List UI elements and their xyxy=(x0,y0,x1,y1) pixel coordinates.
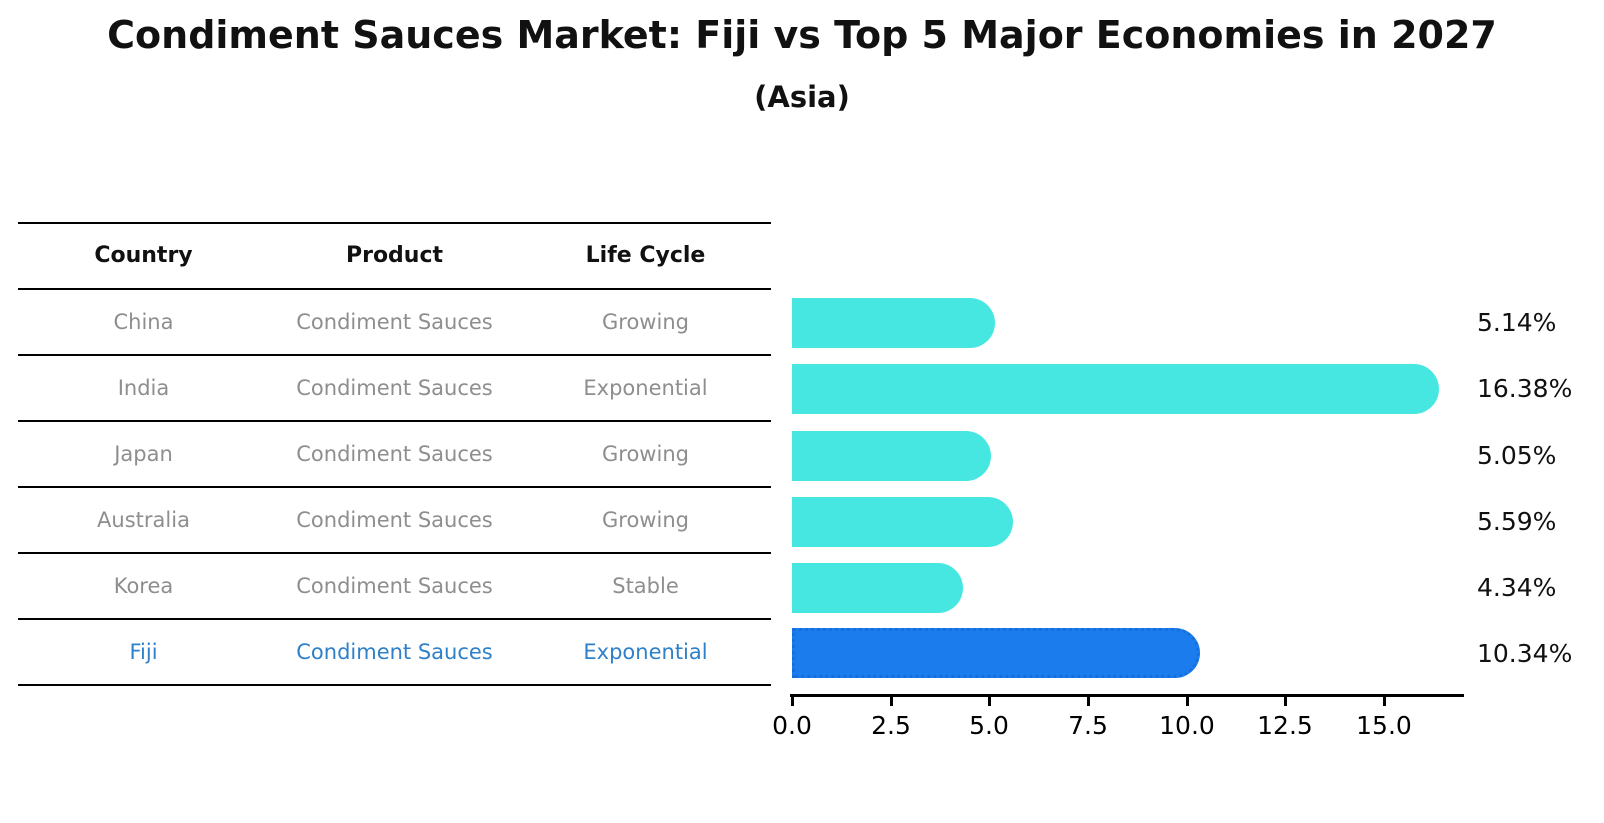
bar-fiji xyxy=(792,628,1201,678)
bar-korea xyxy=(792,563,964,613)
table-row: China Condiment Sauces Growing xyxy=(18,290,771,356)
table-row: Australia Condiment Sauces Growing xyxy=(18,488,771,554)
cell-life-cycle: Exponential xyxy=(583,376,708,400)
bar-australia xyxy=(792,497,1013,547)
value-label-japan: 5.05% xyxy=(1477,441,1557,470)
x-axis-tick xyxy=(988,697,991,706)
x-tick-label: 12.5 xyxy=(1257,711,1313,740)
cell-country: Korea xyxy=(113,574,174,598)
x-axis-tick xyxy=(890,697,893,706)
x-tick-label: 15.0 xyxy=(1356,711,1412,740)
x-axis-tick xyxy=(1383,697,1386,706)
table-header-row: Country Product Life Cycle xyxy=(18,222,771,290)
cell-product: Condiment Sauces xyxy=(296,574,493,598)
table-row: Korea Condiment Sauces Stable xyxy=(18,554,771,620)
value-label-korea: 4.34% xyxy=(1477,573,1557,602)
bar-china xyxy=(792,298,996,348)
country-table: Country Product Life Cycle China Condime… xyxy=(18,222,771,686)
column-header-life-cycle: Life Cycle xyxy=(585,243,706,268)
cell-life-cycle: Growing xyxy=(602,442,689,466)
value-label-india: 16.38% xyxy=(1477,374,1573,403)
cell-country: Japan xyxy=(114,442,173,466)
bar-india xyxy=(792,364,1439,414)
column-header-country: Country xyxy=(94,243,193,268)
cell-product: Condiment Sauces xyxy=(296,442,493,466)
x-tick-label: 5.0 xyxy=(969,711,1009,740)
cell-life-cycle: Exponential xyxy=(583,640,708,664)
cell-product: Condiment Sauces xyxy=(296,310,493,334)
value-label-china: 5.14% xyxy=(1477,308,1557,337)
x-tick-label: 2.5 xyxy=(871,711,911,740)
table-row: Japan Condiment Sauces Growing xyxy=(18,422,771,488)
x-axis-tick xyxy=(1284,697,1287,706)
x-axis-tick xyxy=(1087,697,1090,706)
cell-country: Australia xyxy=(97,508,190,532)
x-axis-tick xyxy=(1186,697,1189,706)
chart-subtitle: (Asia) xyxy=(754,80,850,114)
chart-title: Condiment Sauces Market: Fiji vs Top 5 M… xyxy=(107,13,1497,57)
cell-country: Fiji xyxy=(129,640,158,664)
value-label-australia: 5.59% xyxy=(1477,507,1557,536)
cell-life-cycle: Growing xyxy=(602,508,689,532)
x-axis-tick xyxy=(791,697,794,706)
column-header-product: Product xyxy=(345,243,444,268)
table-row-fiji: Fiji Condiment Sauces Exponential xyxy=(18,620,771,686)
x-tick-label: 10.0 xyxy=(1159,711,1215,740)
cell-country: China xyxy=(113,310,174,334)
x-axis-line xyxy=(790,694,1464,697)
cell-product: Condiment Sauces xyxy=(296,508,493,532)
cell-country: India xyxy=(117,376,170,400)
cell-life-cycle: Growing xyxy=(602,310,689,334)
table-row: India Condiment Sauces Exponential xyxy=(18,356,771,422)
x-tick-label: 7.5 xyxy=(1068,711,1108,740)
cell-life-cycle: Stable xyxy=(612,574,679,598)
cell-product: Condiment Sauces xyxy=(296,376,493,400)
bar-japan xyxy=(792,431,992,481)
x-tick-label: 0.0 xyxy=(772,711,812,740)
value-label-fiji: 10.34% xyxy=(1477,639,1573,668)
cell-product: Condiment Sauces xyxy=(296,640,493,664)
